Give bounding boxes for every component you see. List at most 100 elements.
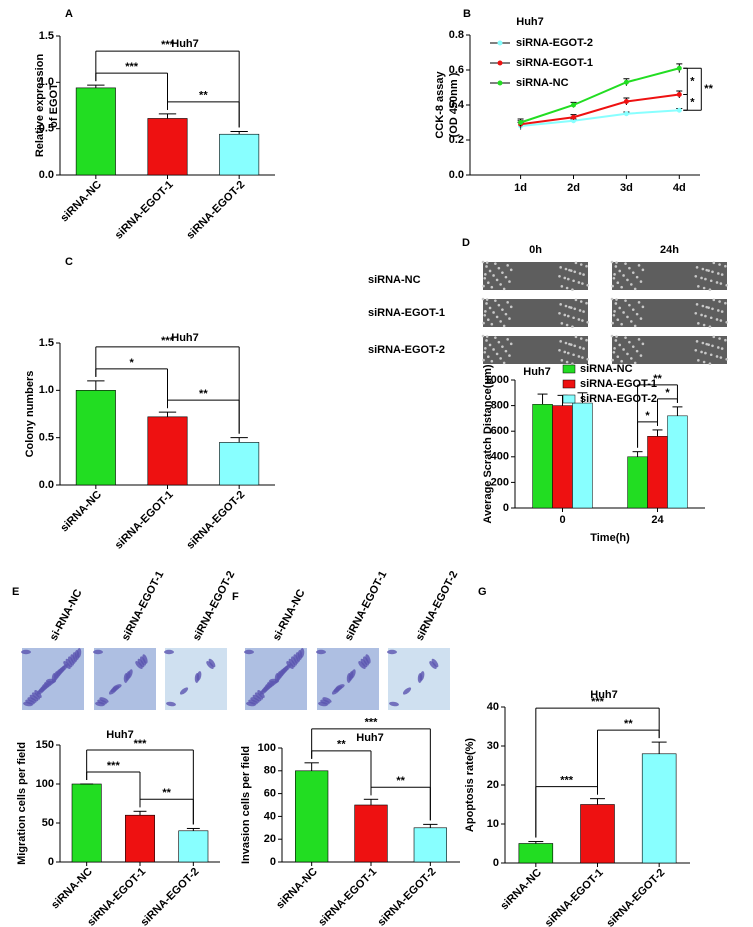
x-tick-label: siRNA-EGOT-1	[113, 179, 176, 242]
cell-speck	[628, 340, 631, 344]
cell-speck	[620, 285, 623, 289]
y-tick-label: 1.0	[39, 384, 54, 396]
significance: *	[645, 410, 650, 422]
cell-speck	[719, 319, 723, 322]
bar	[354, 804, 388, 863]
significance: ***	[560, 775, 574, 787]
cell-speck	[694, 348, 698, 352]
y-axis-label: Apoptosis rate(%)	[464, 738, 476, 832]
cell-speck	[695, 340, 699, 343]
cell-speck	[582, 310, 585, 313]
significance: *	[690, 75, 695, 87]
cell-speck	[565, 360, 569, 364]
y-tick-label: 600	[491, 425, 509, 437]
cell-speck	[630, 357, 633, 360]
cell-speck	[571, 362, 574, 366]
y-axis-label: of EGOT	[48, 83, 60, 128]
cell-speck	[572, 279, 575, 283]
cell-speck	[509, 342, 513, 346]
cell-speck	[701, 341, 705, 345]
stained-cell	[402, 687, 412, 695]
stained-cell	[429, 661, 437, 669]
bar	[178, 830, 209, 863]
cell-speck	[506, 338, 509, 341]
y-tick-label: 1000	[485, 374, 509, 386]
cell-speck	[626, 352, 629, 356]
stained-cell	[291, 656, 297, 666]
cell-speck	[620, 359, 623, 363]
stained-cell	[387, 649, 397, 655]
y-tick-label: 1.0	[39, 76, 54, 88]
cell-speck	[488, 343, 492, 347]
y-tick-label: 0.0	[449, 169, 464, 181]
cell-speck	[622, 311, 625, 314]
bar	[518, 843, 554, 864]
cell-speck	[612, 313, 616, 317]
cell-speck	[585, 264, 588, 268]
cell-speck	[641, 342, 645, 346]
cell-speck	[715, 355, 719, 358]
column-label: 0h	[529, 244, 542, 256]
y-tick-label: 150	[36, 739, 54, 751]
y-tick-label: 100	[36, 778, 54, 790]
y-tick-label: 1.5	[39, 337, 54, 349]
legend-label: siRNA-EGOT-1	[516, 57, 593, 69]
panel-letter: F	[232, 591, 239, 603]
bar	[552, 405, 573, 509]
cell-speck	[695, 303, 699, 306]
cell-speck	[611, 284, 614, 288]
cell-speck	[567, 314, 570, 318]
y-tick-label: 200	[491, 476, 509, 488]
legend-label: siRNA-NC	[580, 363, 633, 375]
y-tick-label: 80	[264, 765, 276, 777]
y-tick-label: 0.5	[39, 432, 54, 444]
cell-speck	[707, 306, 710, 309]
significance: ***	[161, 335, 175, 347]
significance: *	[665, 387, 670, 399]
cell-speck	[631, 308, 635, 311]
image-label: siRNA-EGOT-2	[191, 569, 238, 643]
cell-speck	[563, 276, 567, 280]
cell-speck	[610, 334, 614, 338]
point	[623, 111, 629, 117]
significance: *	[130, 357, 135, 369]
x-tick-label: siRNA-NC	[58, 489, 104, 535]
stained-cell	[431, 658, 439, 668]
significance: **	[199, 90, 208, 102]
cell-speck	[700, 276, 703, 280]
cell-speck	[485, 339, 488, 342]
stained-cell	[137, 658, 145, 668]
cell-speck	[483, 276, 487, 280]
scratch-image	[483, 299, 588, 327]
stained-cell	[250, 697, 260, 703]
cell-speck	[701, 267, 705, 271]
cell-speck	[704, 314, 707, 318]
cell-speck	[624, 299, 627, 302]
cell-speck	[612, 276, 616, 280]
cell-speck	[577, 355, 581, 358]
significance: ***	[365, 717, 379, 729]
cell-speck	[558, 348, 561, 352]
point	[623, 99, 629, 104]
cell-speck	[499, 357, 502, 360]
cell-speck	[697, 322, 700, 325]
cell-speck	[717, 309, 720, 312]
cell-speck	[484, 273, 487, 276]
cell-speck	[718, 263, 721, 266]
x-tick-label: 4d	[673, 182, 686, 194]
point	[676, 65, 682, 71]
cell-speck	[709, 316, 713, 320]
cell-speck	[499, 320, 502, 323]
cell-speck	[724, 338, 727, 342]
y-tick-label: 60	[264, 788, 276, 800]
cell-speck	[581, 319, 584, 322]
cell-speck	[569, 306, 573, 309]
cell-speck	[694, 274, 698, 278]
cell-speck	[620, 322, 623, 326]
stained-cell	[65, 658, 73, 668]
cell-speck	[483, 350, 487, 354]
cell-speck	[482, 358, 485, 362]
y-tick-label: 30	[487, 740, 499, 752]
stained-cell	[166, 701, 176, 707]
cell-speck	[560, 285, 564, 288]
